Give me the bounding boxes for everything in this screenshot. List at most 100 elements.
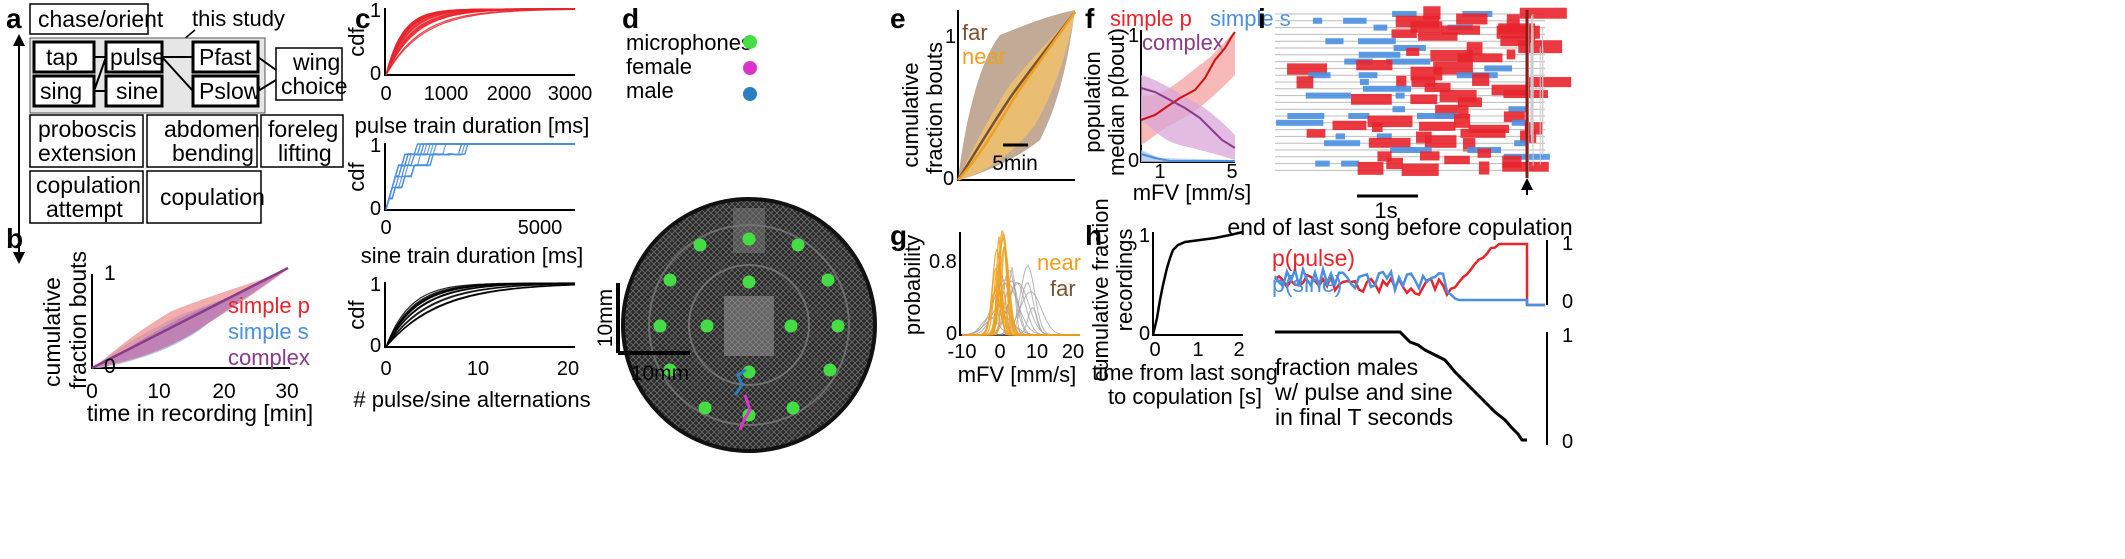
cdf-curve xyxy=(385,143,575,210)
c2-ytick-0: 0 xyxy=(370,198,381,220)
cdf-curve xyxy=(385,8,576,76)
near-curve xyxy=(962,284,1080,336)
pulse-bout xyxy=(1396,75,1407,88)
c3-ytick-0: 0 xyxy=(370,335,381,357)
legend-p-pulse: p(pulse) xyxy=(1272,245,1355,271)
scalebar-v-label: 10mm xyxy=(594,289,617,347)
panel-b-ytick-0: 0 xyxy=(104,355,116,378)
c2-xtick-0: 0 xyxy=(380,217,391,239)
arrow-down-icon xyxy=(13,252,25,264)
pulse-bout xyxy=(1356,59,1393,71)
c1-xtick-3000: 3000 xyxy=(548,83,593,105)
female-marker-icon xyxy=(743,61,757,75)
complex-median-line xyxy=(91,266,289,370)
cdf-curve xyxy=(385,8,575,76)
near-median-line xyxy=(957,11,1077,181)
c1-ytick-1: 1 xyxy=(370,0,381,22)
microphone-dot xyxy=(693,238,707,252)
sine-bout xyxy=(1392,106,1405,113)
i-frac-tick-0: 0 xyxy=(1562,431,1573,453)
panel-c: c cdf 0 1 0 1000 2000 3000 pulse train d… xyxy=(344,0,592,412)
c1-xtick-2000: 2000 xyxy=(487,83,532,105)
cdf-curve xyxy=(385,8,575,76)
panel-f: f simple p simple s complex population m… xyxy=(1080,3,1291,205)
cdf-curve xyxy=(385,8,575,76)
pulse-bout xyxy=(1454,113,1471,128)
box-foreleg xyxy=(260,114,344,168)
c1-axes xyxy=(384,8,575,76)
c3-xlabel: # pulse/sine alternations xyxy=(353,387,590,412)
pulse-bout xyxy=(1401,163,1439,176)
panel-h-letter: h xyxy=(1085,220,1102,251)
box-foreleg-l1: foreleg xyxy=(268,116,338,142)
box-wing-choice xyxy=(275,47,343,101)
pulse-bout xyxy=(1350,93,1392,105)
panel-g-ylabel: probability xyxy=(900,235,925,335)
microphone-dot xyxy=(653,319,667,333)
pulse-bout xyxy=(1368,137,1411,148)
panel-f-ytick-0: 0 xyxy=(1128,150,1139,172)
pulse-bout xyxy=(1526,77,1572,88)
sine-bout xyxy=(1325,38,1344,45)
cdf-curve xyxy=(385,8,575,76)
pulse-bout xyxy=(1406,47,1420,56)
f-complex-line xyxy=(1140,87,1236,149)
pulse-bout xyxy=(1460,128,1506,138)
panel-g: g probability 0 0.8 -10 0 10 20 mFV [mm/… xyxy=(890,220,1084,387)
panel-e-ytick-1: 1 xyxy=(945,26,956,48)
sine-bout xyxy=(1359,79,1369,85)
legend-near: near xyxy=(962,44,1006,69)
f-simple-p-line xyxy=(1140,31,1236,121)
microphone-dot xyxy=(663,363,677,377)
panel-e: e cumulative fraction bouts 0 1 far near… xyxy=(890,3,1077,190)
box-abdomen-l2: bending xyxy=(172,140,254,166)
sine-bout xyxy=(1341,160,1360,167)
f-simple-s-line xyxy=(1140,153,1235,162)
f-legend-simple-s: simple s xyxy=(1210,6,1291,31)
sine-bout xyxy=(1390,147,1432,153)
panel-i: i 1s end of last song before copulation … xyxy=(1227,3,1573,453)
sine-bout xyxy=(1308,72,1331,79)
panel-b-xtick-30: 30 xyxy=(275,380,298,403)
c2-axes xyxy=(384,143,575,211)
microphone-marker-icon xyxy=(743,35,757,49)
c3-xtick-20: 20 xyxy=(557,358,579,380)
pulse-bout xyxy=(1372,122,1383,133)
microphone-dot xyxy=(784,319,798,333)
p-pulse-sine-traces xyxy=(1273,242,1545,307)
microphone-dot xyxy=(698,401,712,415)
box-proboscis-l2: extension xyxy=(38,140,136,166)
panel-b-xtick-20: 20 xyxy=(212,380,235,403)
cdf-curve xyxy=(385,8,575,76)
sine-bout xyxy=(1358,72,1378,79)
sine-bout xyxy=(1276,119,1324,126)
g-probability-curves xyxy=(961,229,1080,336)
sine-bout xyxy=(1287,113,1325,119)
panel-b-ylabel2: fraction bouts xyxy=(65,251,91,389)
panel-g-letter: g xyxy=(890,220,907,251)
pulse-bout xyxy=(1472,73,1490,86)
box-copulation xyxy=(146,170,262,224)
pulse-bout xyxy=(1519,7,1567,19)
i-prob-tick-0: 0 xyxy=(1562,291,1573,313)
panel-b-xtick-0: 0 xyxy=(86,380,98,403)
pulse-bout xyxy=(1332,120,1367,131)
panel-g-xtick-10: 10 xyxy=(1026,341,1048,363)
box-copatt-l1: copulation xyxy=(36,172,141,198)
panel-h-axes xyxy=(1152,232,1243,336)
cdf-curve xyxy=(385,8,575,76)
pulse-bout xyxy=(1306,129,1326,138)
legend-microphones: microphones xyxy=(626,30,752,55)
panel-h-xtick-1: 1 xyxy=(1192,339,1203,361)
sine-bout xyxy=(1392,11,1417,17)
pulse-bout xyxy=(1410,21,1443,33)
panel-b-ylabel1: cumulative xyxy=(39,277,65,387)
panel-g-xtick-m10: -10 xyxy=(948,341,977,363)
box-sine-label: sine xyxy=(116,78,158,104)
c1-xtick-0: 0 xyxy=(380,83,391,105)
cdf-curve xyxy=(385,8,575,76)
box-pulse xyxy=(104,40,164,74)
cdf-curve xyxy=(385,8,575,76)
sine-bout xyxy=(1315,160,1330,167)
pulse-bout xyxy=(1456,13,1488,25)
